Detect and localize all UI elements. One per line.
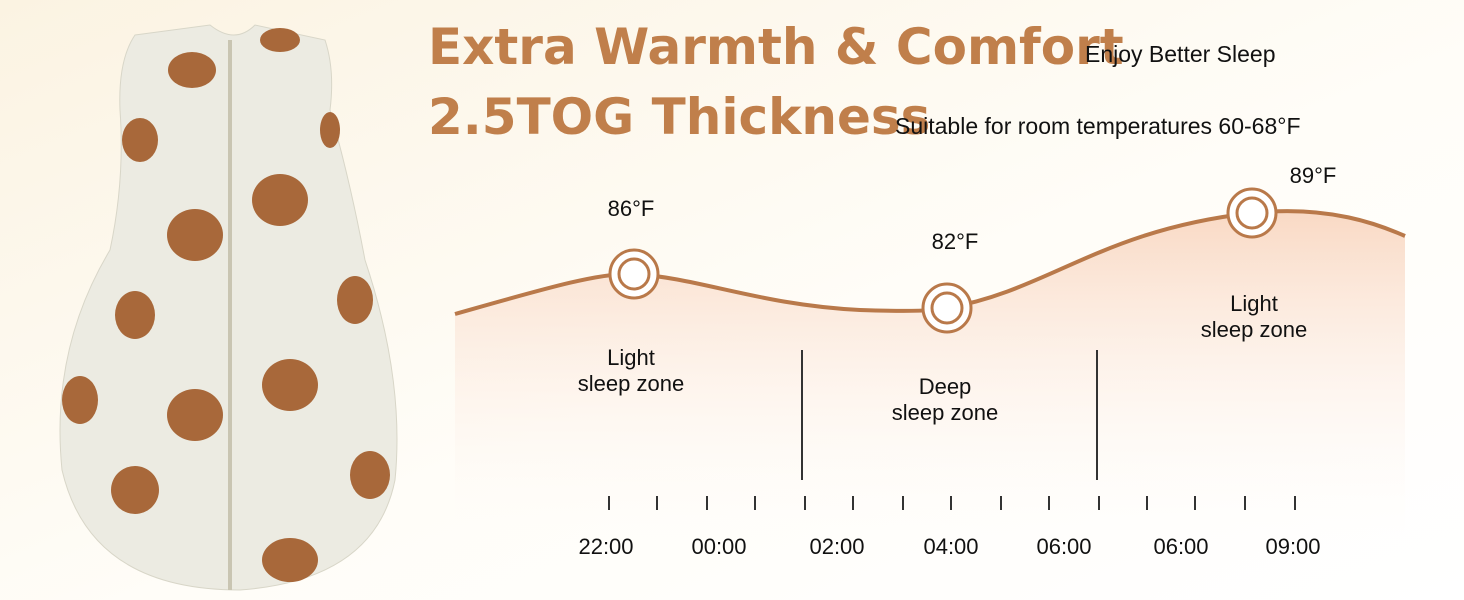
zone-label: sleep zone [892, 400, 998, 425]
temperature: 89°F [1290, 163, 1337, 188]
time-label: 04:00 [923, 534, 978, 559]
time-label: 02:00 [809, 534, 864, 559]
subtitle: 2.5TOG Thickness [428, 88, 930, 146]
zone-label: sleep zone [578, 371, 684, 396]
zone-label: sleep zone [1201, 317, 1307, 342]
time-label: 22:00 [578, 534, 633, 559]
time-label: 00:00 [691, 534, 746, 559]
temperature: 86°F [608, 196, 655, 221]
marker-inner [930, 291, 964, 325]
subtitle-note: Suitable for room temperatures 60-68°F [895, 113, 1301, 139]
marker-inner [617, 257, 651, 291]
time-label: 09:00 [1265, 534, 1320, 559]
time-label: 06:00 [1036, 534, 1091, 559]
marker-inner [1235, 196, 1269, 230]
title: Extra Warmth & Comfort [428, 18, 1124, 76]
curve-area [455, 211, 1405, 560]
temperature: 82°F [932, 229, 979, 254]
title-note: Enjoy Better Sleep [1085, 41, 1276, 67]
time-label: 06:00 [1153, 534, 1208, 559]
zone-label: Deep [919, 374, 972, 399]
zone-label: Light [607, 345, 655, 370]
sleep-sack [59, 24, 398, 591]
zone-label: Light [1230, 291, 1278, 316]
